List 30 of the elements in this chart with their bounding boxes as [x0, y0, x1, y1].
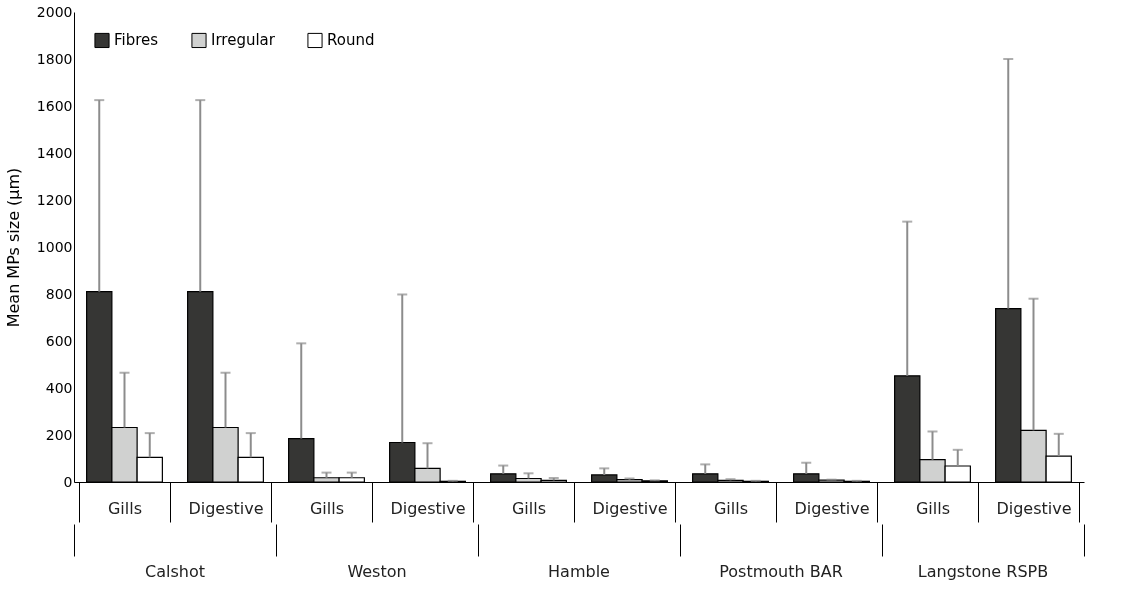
legend-label: Irregular — [211, 31, 276, 50]
x-tick-label: Gills — [107, 498, 143, 518]
x-tick-label: Gills — [309, 498, 345, 518]
y-tick-label: 800 — [45, 285, 73, 302]
x-tick-label: Gills — [915, 498, 951, 518]
x-tick-label: Digestive — [390, 498, 466, 518]
y-axis-title: Mean MPs size (µm) — [3, 167, 23, 328]
x-tick-label: Digestive — [996, 498, 1072, 518]
y-tick-label: 0 — [63, 473, 73, 490]
y-tick-label: 400 — [45, 379, 73, 396]
text: Hamble — [548, 562, 610, 581]
x-tick-label: Digestive — [592, 498, 668, 518]
y-tick-label: 1600 — [36, 97, 73, 114]
text: Langstone RSPB — [917, 562, 1049, 581]
y-tick-label: 2000 — [36, 3, 73, 20]
y-tick-label: 1200 — [36, 191, 73, 208]
text: Postmouth BAR — [719, 562, 843, 581]
legend-label: Round — [327, 31, 375, 50]
y-tick-label: 1000 — [36, 238, 73, 255]
y-tick-label: 600 — [45, 332, 73, 349]
x-tick-label: Gills — [511, 498, 547, 518]
text: Calshot — [145, 562, 205, 581]
legend-label: Fibres — [114, 31, 159, 50]
y-tick-label: 1400 — [36, 144, 73, 161]
x-tick-label: Gills — [713, 498, 749, 518]
y-tick-label: 1800 — [36, 50, 73, 67]
x-tick-label: Digestive — [188, 498, 264, 518]
text: Weston — [347, 562, 407, 581]
y-tick-label: 200 — [45, 426, 73, 443]
x-tick-label: Digestive — [794, 498, 870, 518]
